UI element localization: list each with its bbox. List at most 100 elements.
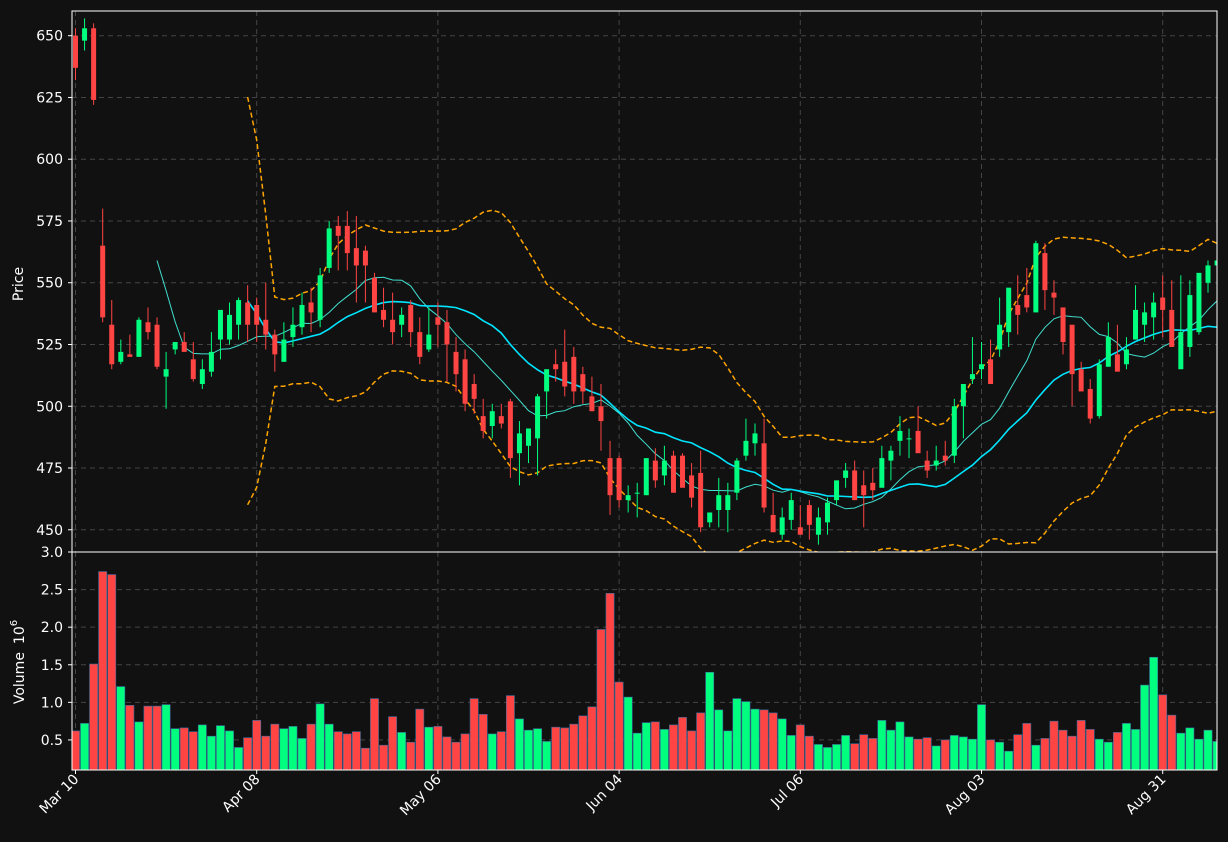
volume-bar xyxy=(605,593,615,770)
volume-bar xyxy=(261,735,271,770)
candle xyxy=(1169,280,1175,347)
candle-body xyxy=(227,314,233,340)
candle-body xyxy=(335,225,341,236)
candle-body xyxy=(408,304,414,333)
volume-bar xyxy=(551,726,561,770)
candle xyxy=(1123,337,1129,370)
candle-body xyxy=(544,369,550,392)
candle xyxy=(317,267,323,328)
candle xyxy=(843,463,849,488)
candle-body xyxy=(136,319,142,357)
price-tick-label: 600 xyxy=(36,152,63,168)
candle xyxy=(571,346,577,404)
candlestick-series xyxy=(73,18,1217,545)
candle xyxy=(498,403,504,429)
candle xyxy=(815,507,821,545)
candle-body xyxy=(1015,304,1021,315)
candle-body xyxy=(190,359,196,380)
candle xyxy=(888,445,894,481)
candle xyxy=(136,317,142,357)
candle-body xyxy=(951,406,957,456)
candle xyxy=(1205,260,1211,293)
candle-body xyxy=(562,361,568,387)
candle-body xyxy=(1069,324,1075,375)
volume-bar xyxy=(841,735,850,770)
candle-body xyxy=(680,455,686,488)
volume-bar xyxy=(659,729,669,770)
volume-bar xyxy=(460,733,470,770)
volume-bar xyxy=(850,743,860,770)
candle xyxy=(281,322,287,362)
volume-bar xyxy=(768,712,778,770)
candle xyxy=(670,450,676,493)
volume-bar xyxy=(487,733,497,770)
volume-bar xyxy=(496,731,506,770)
candle xyxy=(381,287,387,328)
volume-bar xyxy=(1031,744,1041,770)
volume-bar xyxy=(442,736,452,770)
candle xyxy=(127,334,133,357)
volume-bar xyxy=(152,705,162,770)
candle xyxy=(707,512,713,528)
volume-bar xyxy=(1022,723,1032,770)
candle-body xyxy=(507,401,513,459)
candle xyxy=(516,421,522,486)
candle xyxy=(1051,280,1057,315)
candle-body xyxy=(1060,307,1066,343)
candle-body xyxy=(1187,295,1193,347)
volume-bar xyxy=(1103,741,1113,770)
volume-unit-exponent: 6 xyxy=(9,620,20,626)
candle-body xyxy=(381,309,387,320)
volume-bar xyxy=(1076,720,1086,770)
volume-bar xyxy=(904,736,914,770)
volume-bar xyxy=(207,735,216,770)
volume-bar xyxy=(188,731,198,770)
volume-bar xyxy=(560,727,570,770)
volume-bar xyxy=(705,671,715,770)
volume-bar xyxy=(107,574,117,770)
candle-body xyxy=(73,35,78,68)
volume-bar-series xyxy=(72,571,1217,770)
candle xyxy=(1142,302,1148,343)
candle-body xyxy=(716,495,722,511)
candle-body xyxy=(1151,302,1157,318)
volume-bar xyxy=(134,721,144,770)
candle-body xyxy=(1142,312,1148,325)
candle xyxy=(299,292,305,335)
candle xyxy=(435,302,441,347)
candle xyxy=(951,398,957,464)
candle-body xyxy=(779,517,785,535)
candle-body xyxy=(263,319,269,335)
candle-body xyxy=(154,324,160,367)
volume-bar xyxy=(1140,684,1149,770)
candle xyxy=(779,507,785,540)
candle xyxy=(797,505,803,535)
candle-body xyxy=(933,460,939,466)
candle xyxy=(607,440,613,515)
candle xyxy=(526,428,531,464)
volume-bar xyxy=(687,730,696,770)
candle-body xyxy=(1133,309,1139,340)
price-tick-label: 625 xyxy=(36,90,63,106)
volume-bar xyxy=(89,663,99,770)
candle-body xyxy=(489,411,495,427)
candle-body xyxy=(598,406,604,422)
candle-body xyxy=(770,514,776,533)
candle xyxy=(344,211,350,271)
candle xyxy=(897,416,903,456)
volume-bar xyxy=(533,728,542,770)
candle-body xyxy=(526,428,531,446)
volume-tick-label: 2.5 xyxy=(41,583,63,599)
candle-body xyxy=(979,364,984,370)
volume-bar xyxy=(587,706,597,770)
candle xyxy=(453,337,459,392)
volume-bar xyxy=(397,732,407,770)
volume-bar xyxy=(750,708,760,770)
volume-bar xyxy=(98,571,108,770)
candle-body xyxy=(254,304,260,325)
candle xyxy=(761,418,767,513)
candle-body xyxy=(353,248,359,266)
candle-body xyxy=(942,455,948,461)
volume-bar xyxy=(324,723,334,770)
candle-body xyxy=(181,342,187,352)
